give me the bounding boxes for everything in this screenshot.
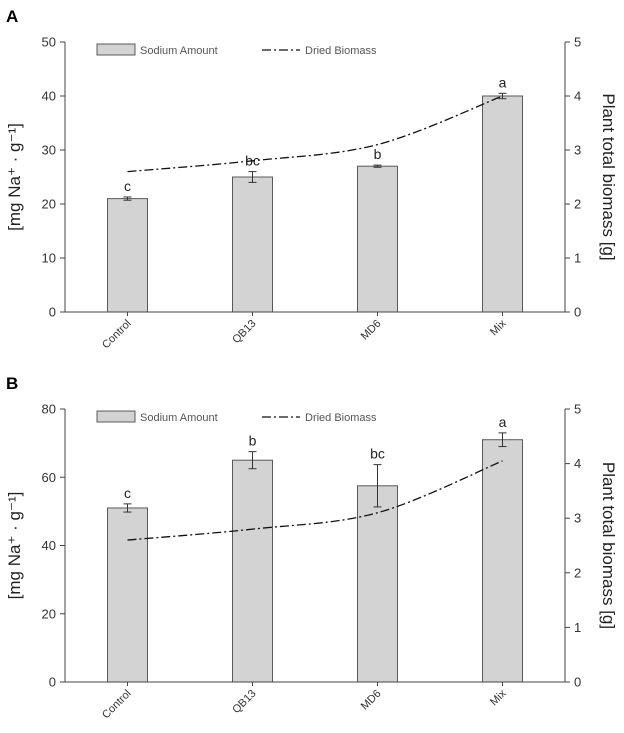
panel-b-left-tick-label: 0 <box>49 675 56 690</box>
panel-b-right-tick-label: 1 <box>574 620 581 635</box>
panel-a-right-tick-label: 1 <box>574 251 581 266</box>
panel-a-x-tick-label-control: Control <box>100 318 134 352</box>
panel-a-errorbar-qb13 <box>248 171 257 183</box>
panel-a-bar-control <box>107 198 148 313</box>
panel-a-legend-swatch-sodium <box>96 43 136 56</box>
panel-a-errorbar-md6 <box>373 164 382 168</box>
panel-a-right-tick-label: 3 <box>574 143 581 158</box>
panel-a-legend: Sodium Amount Dried Biomass <box>96 43 377 57</box>
panel-b-right-axis-title: Plant total biomass [g] <box>599 462 618 629</box>
panel-b-left-axis-title: [mg Na⁺ · g⁻¹] <box>5 492 24 600</box>
panel-a-left-axis-title: [mg Na⁺ · g⁻¹] <box>5 123 24 231</box>
panel-b-right-tick-label: 2 <box>574 565 581 580</box>
panel-b-right-tick-label: 4 <box>574 456 581 471</box>
panel-a-right-tick-label: 2 <box>574 197 581 212</box>
panel-a-x-tick-label-mix: Mix <box>488 317 509 338</box>
panel-b-errorbar-md6 <box>373 464 382 508</box>
panel-b-chart: Bc b bc a 0 20 40 60 80 0 1 2 3 4 5 Control QB13 MD6 Mix [m… <box>5 374 618 721</box>
panel-a-bar-mix <box>482 95 523 313</box>
panel-b-bar-qb13 <box>232 459 273 683</box>
panel-b-bar-control <box>107 507 148 683</box>
panel-a-left-tick-label: 20 <box>42 197 56 212</box>
panel-b-errorbar-mix <box>498 432 507 448</box>
panel-b-sig-label-mix: a <box>499 414 507 430</box>
panel-b-label: B <box>6 374 18 393</box>
panel-a-left-tick-label: 0 <box>49 305 56 320</box>
panel-a-axes <box>64 42 566 313</box>
panel-b-legend-label-sodium: Sodium Amount <box>140 412 218 424</box>
panel-b-x-tick-label-control: Control <box>100 688 134 722</box>
panel-b-x-tick-label-md6: MD6 <box>359 688 384 713</box>
panel-a-left-tick-label: 10 <box>42 251 56 266</box>
panel-b-bar-md6 <box>357 485 398 683</box>
panel-a-errorbar-control <box>123 196 132 201</box>
panel-b-biomass-line <box>127 460 503 541</box>
panel-b-left-tick-label: 20 <box>42 606 56 621</box>
panel-b-right-tick-label: 3 <box>574 511 581 526</box>
panel-a-errorbar-mix <box>498 92 507 100</box>
panel-a-right-tick-label: 5 <box>574 35 581 50</box>
panel-b-sig-label-md6: bc <box>370 446 385 462</box>
panel-b-sig-label-qb13: b <box>249 433 257 449</box>
panel-b-legend: Sodium Amount Dried Biomass <box>96 410 377 424</box>
panel-b-x-tick-label-qb13: QB13 <box>230 688 258 716</box>
panel-a-label: A <box>6 7 18 26</box>
panel-a-bar-md6 <box>357 165 398 313</box>
panel-a-x-tick-label-md6: MD6 <box>359 318 384 343</box>
panel-a-x-tick-label-qb13: QB13 <box>230 318 258 346</box>
panel-a-left-tick-label: 40 <box>42 89 56 104</box>
panel-a-sig-label-md6: b <box>374 146 382 162</box>
panel-a-sig-label-mix: a <box>499 74 507 90</box>
panel-b-bar-mix <box>482 439 523 683</box>
panel-a-right-axis-title: Plant total biomass [g] <box>599 93 618 260</box>
panel-b-legend-swatch-sodium <box>96 410 136 423</box>
panel-b-left-tick-label: 80 <box>42 402 56 417</box>
panel-a-biomass-line <box>127 95 503 173</box>
panel-b-right-tick-label: 5 <box>574 402 581 417</box>
panel-a-right-tick-label: 0 <box>574 305 581 320</box>
panel-b-x-tick-label-mix: Mix <box>488 687 509 708</box>
panel-a-left-tick-label: 30 <box>42 143 56 158</box>
panel-b-left-tick-label: 60 <box>42 470 56 485</box>
panel-a-bar-qb13 <box>232 176 273 313</box>
panel-b-errorbar-qb13 <box>248 451 257 470</box>
panel-b-errorbar-control <box>123 503 132 513</box>
panel-b-left-tick-label: 40 <box>42 538 56 553</box>
panel-a-left-tick-label: 50 <box>42 35 56 50</box>
panel-b-right-tick-label: 0 <box>574 675 581 690</box>
panel-a-legend-label-sodium: Sodium Amount <box>140 45 218 57</box>
panel-b-legend-label-biomass: Dried Biomass <box>305 412 377 424</box>
panel-a-right-tick-label: 4 <box>574 89 581 104</box>
panel-b-sig-label-control: c <box>124 485 131 501</box>
panel-a-sig-label-control: c <box>124 178 131 194</box>
panel-a-legend-label-biomass: Dried Biomass <box>305 45 377 57</box>
